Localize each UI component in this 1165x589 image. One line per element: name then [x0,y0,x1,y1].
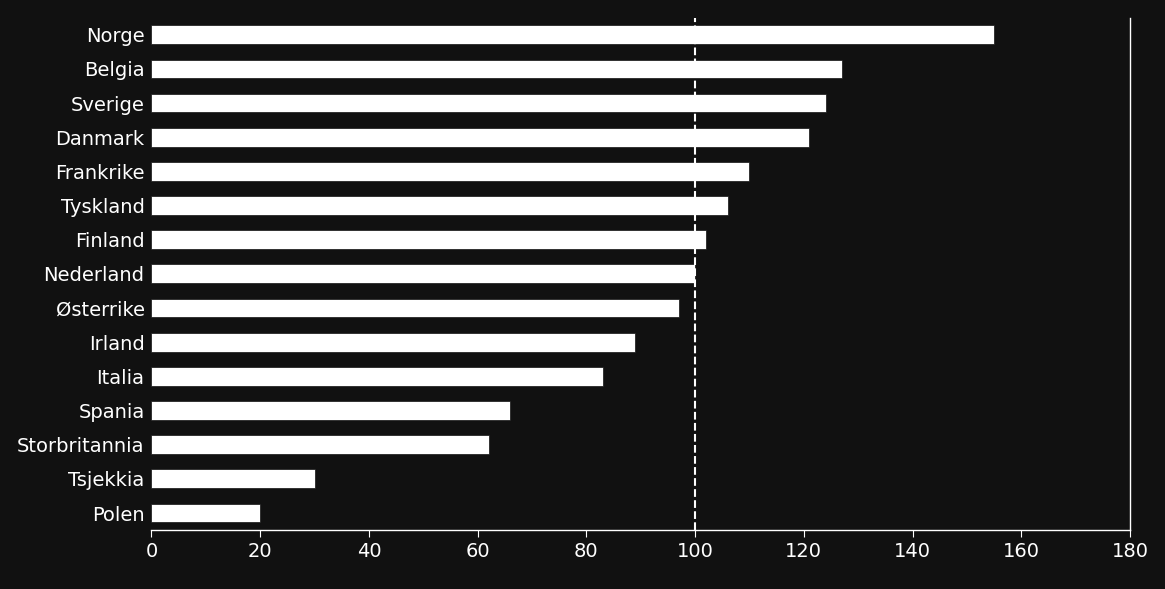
Bar [151,128,810,147]
Bar [151,367,602,386]
Bar [151,59,842,78]
Bar [151,299,679,317]
Bar [151,25,994,44]
Bar [151,94,826,112]
Bar [151,230,706,249]
Bar [151,435,488,454]
Bar [151,469,315,488]
Bar [151,333,635,352]
Bar [151,504,260,522]
Bar [151,401,510,420]
Bar [151,162,749,181]
Bar [151,264,696,283]
Bar [151,196,728,215]
